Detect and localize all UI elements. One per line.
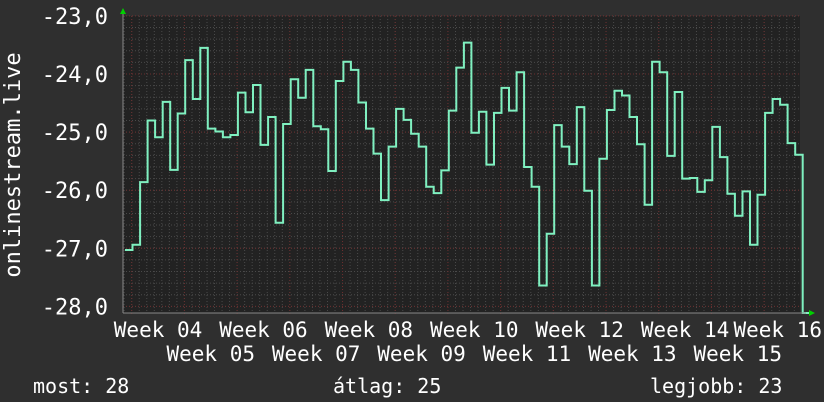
x-tick-label: Week 09 <box>377 342 466 366</box>
legend-average: átlag: 25 <box>333 374 442 398</box>
x-tick-label: Week 14 <box>641 318 730 342</box>
y-tick-label: -28,0 <box>42 295 108 320</box>
x-tick-label: Week 06 <box>219 318 308 342</box>
x-tick-label: Week 15 <box>693 342 782 366</box>
x-tick-label: Week 11 <box>483 342 572 366</box>
legend-best: legjobb: 23 <box>650 374 783 398</box>
series-line <box>125 41 811 314</box>
x-tick-label: Week 08 <box>325 318 414 342</box>
x-tick-label: Week 10 <box>430 318 519 342</box>
y-axis-label: onlinestream.live <box>1 52 26 277</box>
x-tick-label: Week 04 <box>114 318 203 342</box>
legend-current: most: 28 <box>33 374 130 398</box>
grid <box>123 15 800 316</box>
x-tick-label: Week 16 <box>733 318 822 342</box>
y-axis-arrow <box>120 8 126 14</box>
y-tick-label: -26,0 <box>42 179 108 204</box>
x-tick-label: Week 05 <box>166 342 255 366</box>
x-tick-label: Week 07 <box>272 342 361 366</box>
x-tick-label: Week 12 <box>535 318 624 342</box>
plot-background <box>123 16 800 313</box>
y-axis-ticks: -23,0 -24,0 -25,0 -26,0 -27,0 -28,0 <box>42 5 108 320</box>
y-tick-label: -23,0 <box>42 5 108 30</box>
x-axis-arrow <box>809 310 815 316</box>
y-tick-label: -27,0 <box>42 237 108 262</box>
x-tick-label: Week 13 <box>588 342 677 366</box>
y-tick-label: -24,0 <box>42 63 108 88</box>
y-tick-label: -25,0 <box>42 121 108 146</box>
